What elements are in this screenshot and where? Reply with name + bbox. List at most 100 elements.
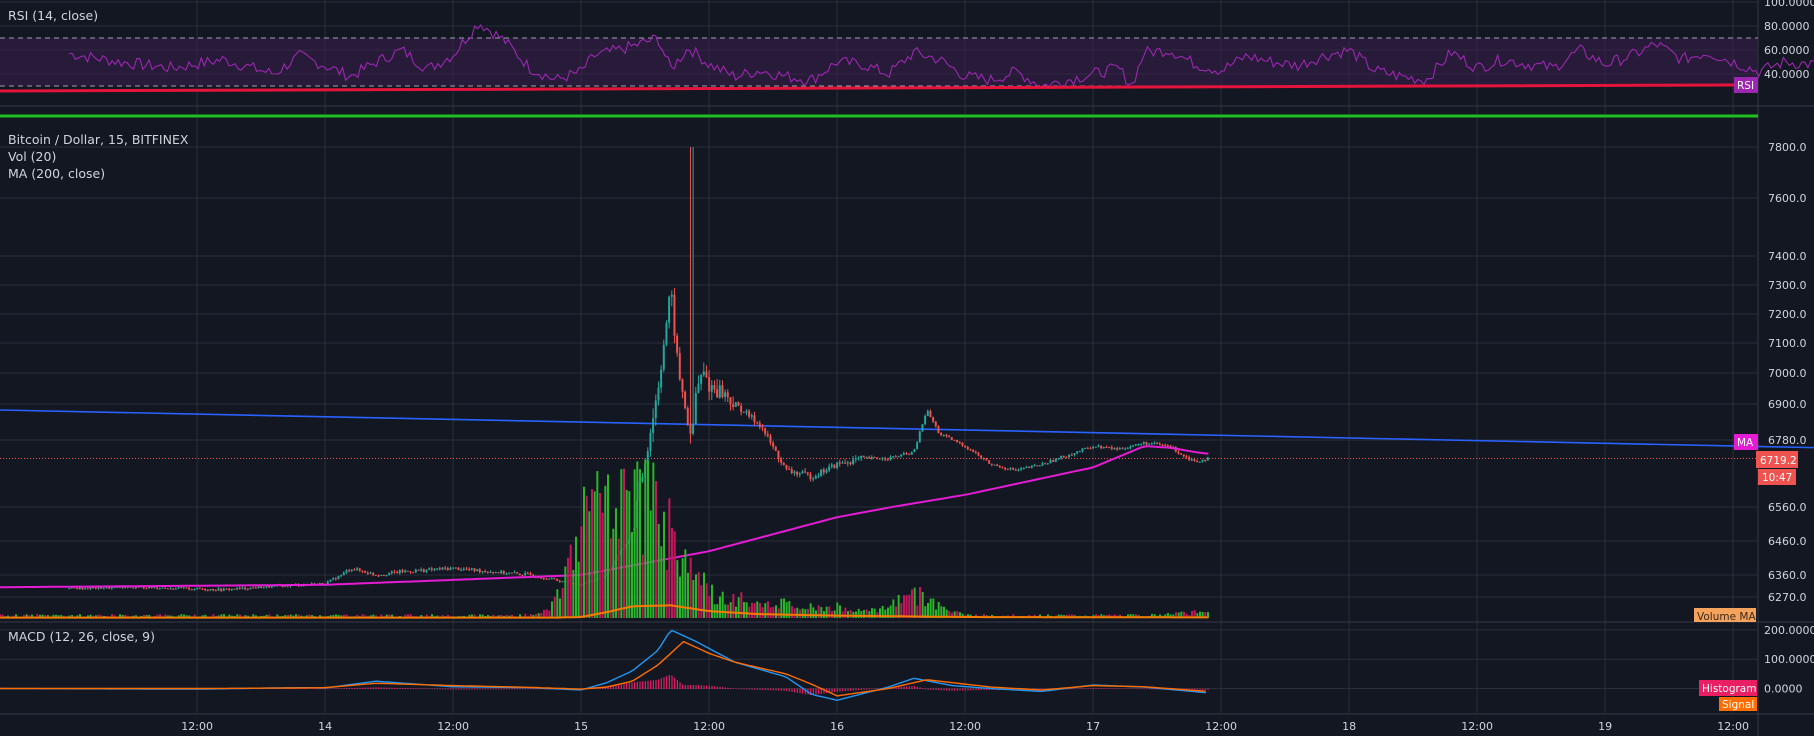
volume-bar: [119, 614, 121, 618]
candle-body: [185, 587, 188, 589]
macd-histogram-bar: [375, 687, 377, 690]
volume-bar: [820, 607, 823, 618]
volume-bar: [212, 614, 215, 618]
volume-bar: [919, 587, 921, 618]
rsi-line[interactable]: [69, 24, 1814, 89]
macd-histogram-bar: [831, 688, 833, 693]
candle-body: [470, 568, 473, 570]
candle-body: [177, 587, 180, 589]
volume-bar: [1132, 614, 1135, 618]
ma-legend[interactable]: MA (200, close): [8, 166, 105, 181]
volume-bar: [183, 614, 185, 618]
volume-bar: [1175, 612, 1177, 618]
volume-bar: [311, 615, 313, 618]
volume-bar: [1135, 614, 1137, 618]
red-trendline[interactable]: [0, 83, 1735, 93]
volume-bar: [628, 491, 631, 618]
macd-histogram-bar: [730, 688, 732, 690]
macd-histogram-bar: [844, 688, 846, 692]
candle-body: [137, 586, 140, 588]
macd-histogram-bar: [959, 688, 961, 691]
candle-body: [228, 588, 231, 590]
ma-200-line[interactable]: [0, 445, 1209, 589]
macd-histogram-bar: [391, 687, 393, 690]
volume-bar: [895, 606, 897, 618]
volume-legend[interactable]: Vol (20): [8, 149, 56, 164]
volume-bar: [529, 614, 532, 618]
symbol-title[interactable]: Bitcoin / Dollar, 15, BITFINEX: [8, 132, 189, 147]
macd-histogram-bar: [1130, 688, 1132, 690]
macd-signal-line[interactable]: [0, 640, 1206, 697]
candle-body: [76, 587, 79, 590]
x-tick-label: 12:00: [1461, 720, 1493, 733]
candle-body: [97, 586, 100, 589]
candle-body: [102, 588, 105, 590]
candle-body: [393, 571, 396, 573]
volume-bar: [289, 614, 292, 618]
volume-bar: [953, 611, 956, 618]
macd-panel[interactable]: [0, 629, 1209, 702]
macd-histogram-bar: [780, 688, 782, 691]
ma-tag: MA: [1734, 434, 1758, 450]
macd-histogram-bar: [951, 688, 953, 691]
macd-histogram-bar: [348, 688, 350, 690]
candle-body: [396, 571, 399, 574]
macd-histogram-bar: [1148, 688, 1150, 690]
macd-histogram-bar: [940, 688, 942, 691]
macd-legend[interactable]: MACD (12, 26, close, 9): [8, 629, 155, 644]
candle-body: [174, 588, 177, 590]
rsi-panel[interactable]: [0, 24, 1814, 118]
volume-bar: [847, 611, 849, 618]
macd-histogram-bar: [476, 688, 478, 690]
candle-body: [244, 587, 247, 589]
macd-histogram-bar: [410, 688, 412, 690]
candle-body: [977, 453, 980, 456]
macd-histogram-bar: [383, 687, 385, 690]
macd-histogram-bar: [1087, 688, 1089, 690]
macd-histogram-bar: [290, 688, 292, 690]
volume-bar: [708, 595, 711, 618]
candle-body: [492, 572, 495, 574]
volume-bar: [815, 610, 817, 618]
volume-bar: [1153, 614, 1156, 618]
rsi-legend[interactable]: RSI (14, close): [8, 8, 98, 23]
candle-body: [454, 567, 457, 569]
volume-bar: [487, 615, 489, 618]
candle-body: [948, 436, 951, 438]
macd-histogram-bar: [764, 688, 766, 691]
macd-histogram-bar: [759, 688, 761, 690]
volume-bar: [561, 588, 564, 618]
volume-bar: [335, 614, 337, 618]
candle-body: [281, 585, 284, 588]
macd-histogram-bar: [431, 688, 433, 690]
candle-body: [1190, 459, 1193, 461]
candle-body: [1004, 467, 1007, 469]
macd-histogram-bar: [362, 687, 364, 690]
volume-bar: [1204, 612, 1207, 618]
volume-bar: [41, 614, 44, 618]
macd-histogram-bar: [1135, 688, 1137, 690]
macd-histogram-bar: [876, 688, 878, 690]
candle-body: [337, 575, 340, 580]
volume-bar: [620, 469, 623, 618]
candles[interactable]: [68, 147, 1209, 593]
volume-ma-tag: Volume MA: [1694, 608, 1756, 623]
x-tick-label: 18: [1342, 720, 1356, 733]
price-panel[interactable]: [0, 147, 1814, 593]
macd-histogram-bar: [975, 688, 977, 691]
macd-histogram-bar: [479, 688, 481, 690]
candle-body: [257, 586, 260, 589]
macd-histogram-bar: [746, 688, 748, 690]
macd-histogram-bar: [658, 679, 660, 690]
macd-histogram-bar: [874, 688, 876, 690]
price-tag: 6719.2: [1756, 451, 1798, 468]
macd-histogram-bar: [692, 685, 694, 690]
candle-body: [1134, 444, 1137, 446]
candle-body: [950, 437, 953, 440]
macd-histogram-bar: [914, 686, 916, 690]
candle-body: [737, 402, 740, 406]
macd-histogram-bar: [682, 684, 684, 690]
volume-bar: [948, 611, 951, 618]
volume-bar: [287, 614, 289, 618]
blue-trendline[interactable]: [0, 409, 1814, 449]
